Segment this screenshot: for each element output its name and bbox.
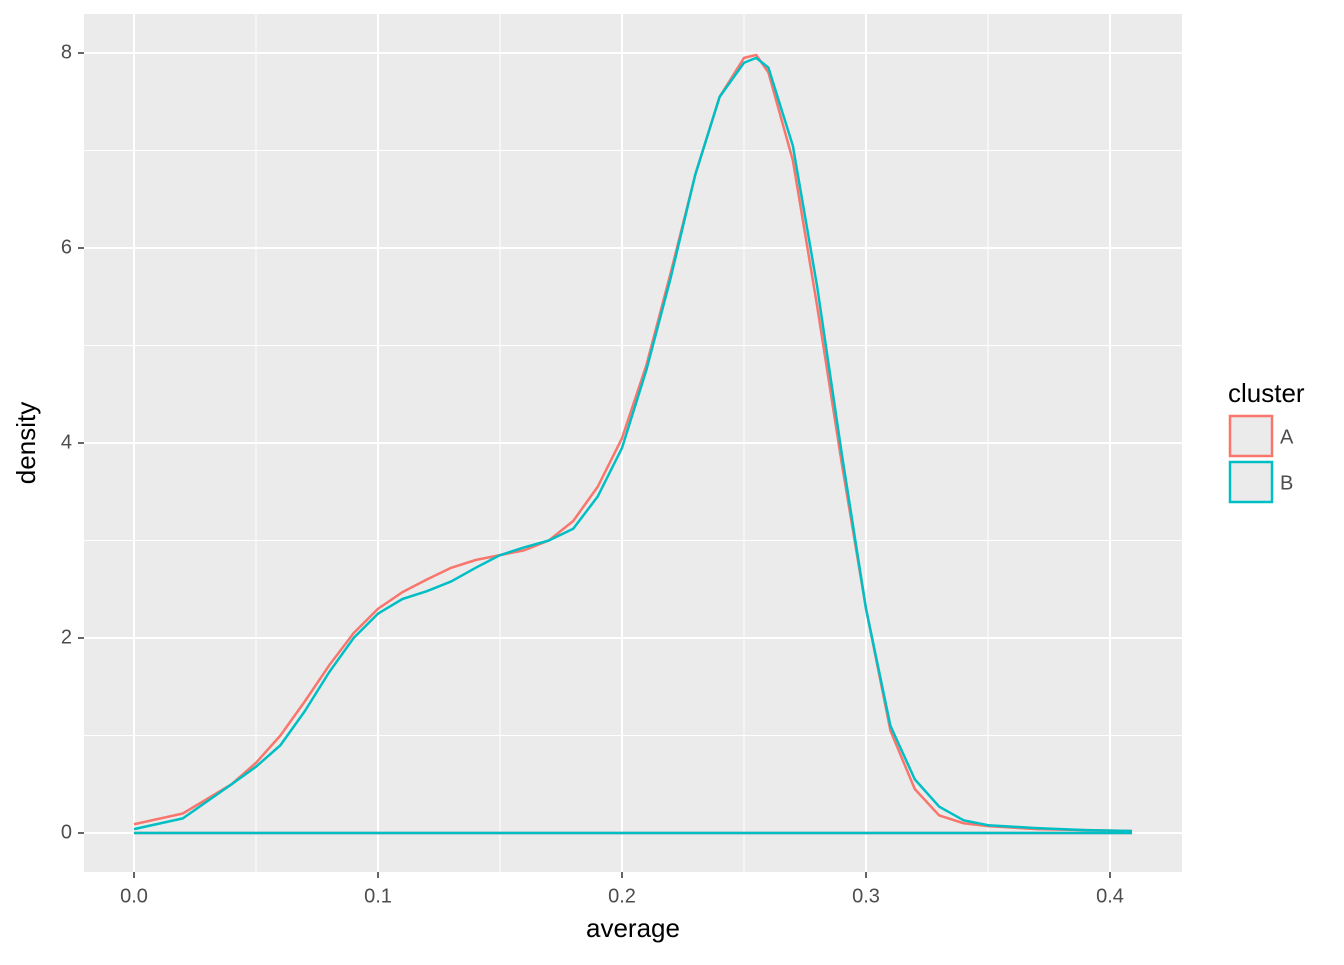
y-tick-label: 4	[61, 431, 72, 453]
y-tick-label: 6	[61, 236, 72, 258]
y-tick-label: 8	[61, 41, 72, 63]
x-tick-label: 0.3	[852, 885, 880, 907]
x-tick-label: 0.4	[1096, 885, 1124, 907]
legend-key	[1228, 460, 1274, 504]
legend-label: A	[1280, 426, 1294, 448]
x-axis-title: average	[586, 913, 680, 943]
x-tick-label: 0.1	[364, 885, 392, 907]
y-axis-title: density	[11, 402, 41, 484]
density-line	[133, 53, 1133, 833]
legend-key	[1228, 414, 1274, 458]
legend-title: cluster	[1228, 378, 1305, 408]
y-tick-label: 0	[61, 821, 72, 843]
x-tick-label: 0.2	[608, 885, 636, 907]
legend-label: B	[1280, 472, 1293, 494]
x-tick-label: 0.0	[120, 885, 148, 907]
marks	[133, 53, 1133, 835]
density-line	[133, 56, 1133, 833]
y-tick-label: 2	[61, 626, 72, 648]
